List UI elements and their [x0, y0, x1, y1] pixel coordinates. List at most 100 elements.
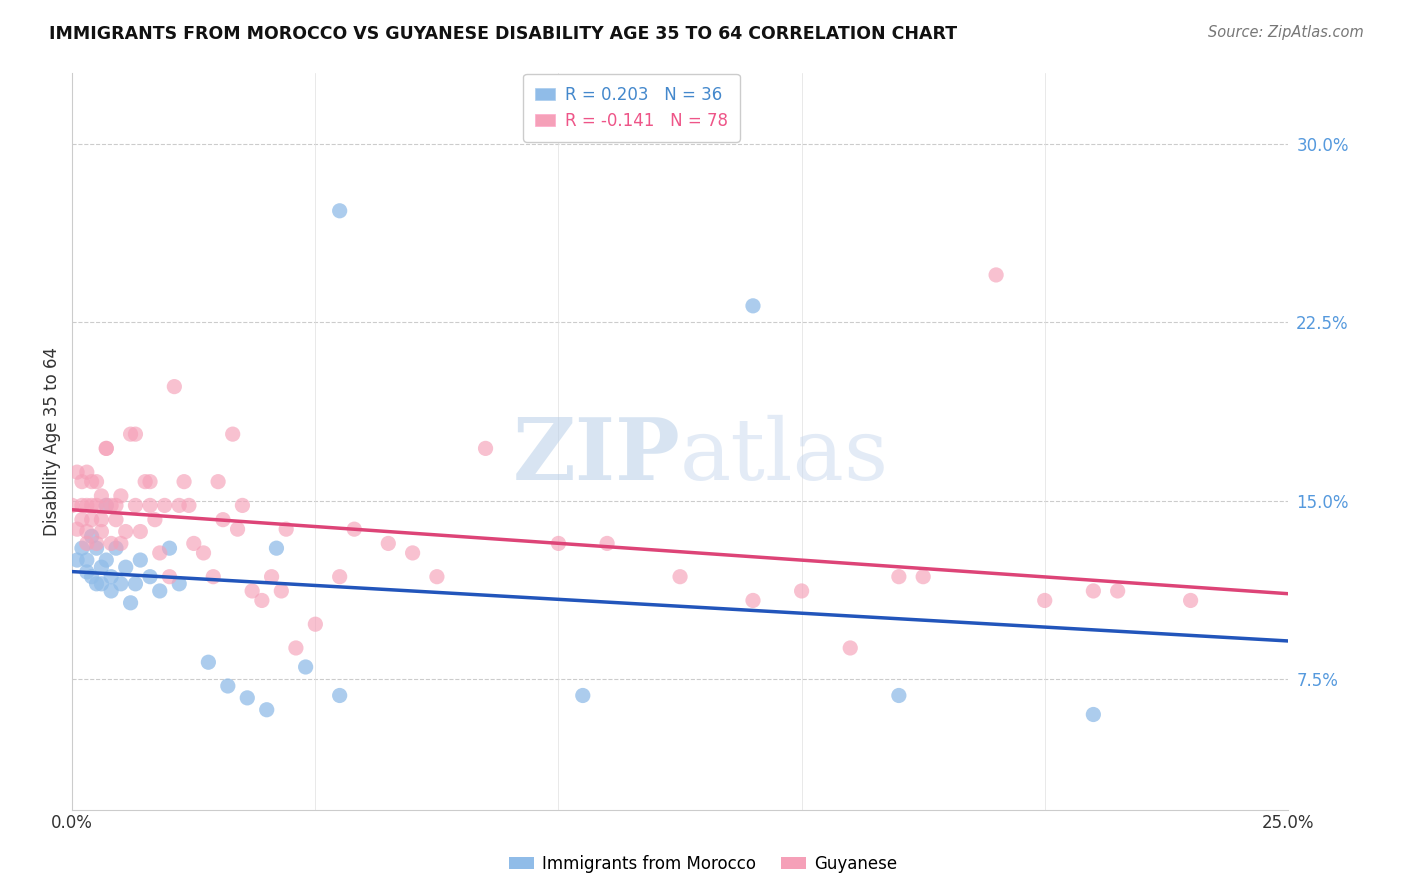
Point [110, 489, 132, 503]
Point [76, 553, 98, 567]
Point [124, 427, 146, 442]
Point [596, 536, 619, 550]
Point [304, 617, 326, 632]
Point [100, 583, 122, 598]
Point [887, 689, 910, 703]
Point [90, 577, 112, 591]
Point [222, 427, 245, 442]
Point [149, 546, 172, 560]
Point [212, 513, 235, 527]
Point [839, 640, 862, 655]
Point [76, 536, 98, 550]
Point [790, 583, 813, 598]
Text: Source: ZipAtlas.com: Source: ZipAtlas.com [1208, 25, 1364, 40]
Point [80, 499, 103, 513]
Point [110, 577, 132, 591]
Point [231, 499, 253, 513]
Point [70, 499, 93, 513]
Point [110, 536, 132, 550]
Point [100, 536, 122, 550]
Point [270, 583, 292, 598]
Point [76, 499, 98, 513]
Point [86, 475, 108, 489]
Point [276, 522, 298, 536]
Point [76, 465, 98, 479]
Point [66, 522, 89, 536]
Point [329, 689, 352, 703]
Point [66, 553, 89, 567]
Point [159, 570, 181, 584]
Point [139, 499, 162, 513]
Point [80, 513, 103, 527]
Point [260, 570, 283, 584]
Point [167, 499, 190, 513]
Point [80, 570, 103, 584]
Point [76, 524, 98, 539]
Point [90, 560, 112, 574]
Point [217, 679, 239, 693]
Point [96, 442, 118, 456]
Point [124, 499, 146, 513]
Point [294, 660, 316, 674]
Point [177, 499, 200, 513]
Point [96, 442, 118, 456]
Point [139, 475, 162, 489]
Point [912, 570, 935, 584]
Point [129, 553, 152, 567]
Point [669, 570, 692, 584]
Point [159, 541, 181, 556]
Point [149, 583, 172, 598]
Point [114, 560, 136, 574]
Point [139, 570, 162, 584]
Point [1083, 583, 1105, 598]
Point [86, 577, 108, 591]
Point [104, 499, 127, 513]
Point [1107, 583, 1129, 598]
Point [70, 475, 93, 489]
Point [96, 499, 118, 513]
Point [742, 299, 765, 313]
Point [70, 513, 93, 527]
Point [90, 489, 112, 503]
Point [426, 570, 449, 584]
Point [887, 570, 910, 584]
Point [124, 577, 146, 591]
Point [76, 565, 98, 579]
Point [153, 499, 176, 513]
Point [173, 475, 195, 489]
Point [1033, 593, 1056, 607]
Point [329, 203, 352, 218]
Point [60, 499, 83, 513]
Point [90, 513, 112, 527]
Point [96, 499, 118, 513]
Point [134, 475, 156, 489]
Point [197, 655, 219, 669]
Text: atlas: atlas [681, 415, 889, 498]
Point [114, 524, 136, 539]
Point [329, 570, 352, 584]
Point [1180, 593, 1202, 607]
Point [129, 524, 152, 539]
Point [100, 570, 122, 584]
Point [343, 522, 366, 536]
Point [80, 529, 103, 543]
Legend: R = 0.203   N = 36, R = -0.141   N = 78: R = 0.203 N = 36, R = -0.141 N = 78 [523, 74, 740, 142]
Legend: Immigrants from Morocco, Guyanese: Immigrants from Morocco, Guyanese [502, 848, 904, 880]
Text: ZIP: ZIP [512, 414, 681, 498]
Point [474, 442, 496, 456]
Point [167, 577, 190, 591]
Point [163, 379, 186, 393]
Y-axis label: Disability Age 35 to 64: Disability Age 35 to 64 [44, 347, 60, 536]
Point [143, 513, 166, 527]
Point [284, 640, 307, 655]
Point [104, 513, 127, 527]
Point [86, 499, 108, 513]
Point [202, 570, 225, 584]
Point [80, 475, 103, 489]
Point [256, 703, 278, 717]
Point [86, 536, 108, 550]
Point [66, 465, 89, 479]
Point [96, 553, 118, 567]
Point [742, 593, 765, 607]
Point [90, 524, 112, 539]
